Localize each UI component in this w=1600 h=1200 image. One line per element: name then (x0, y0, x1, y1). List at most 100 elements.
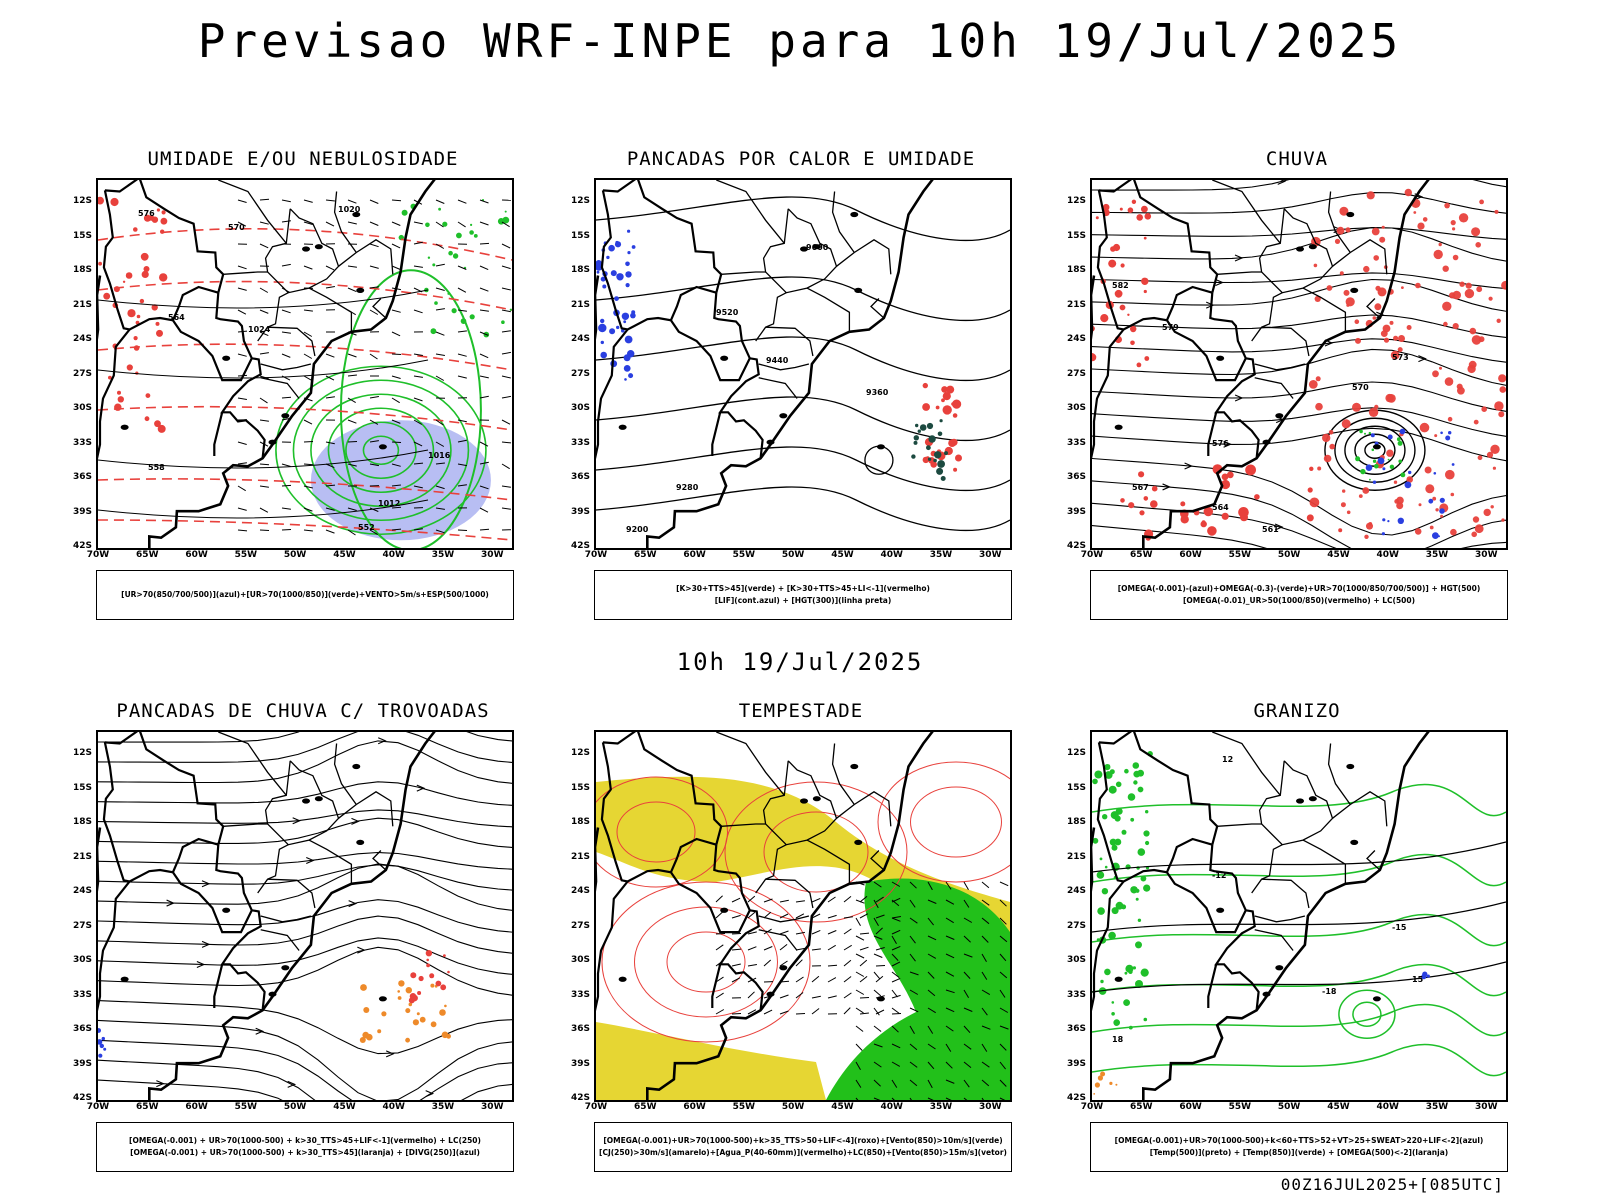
wind-vector (435, 243, 445, 249)
rain-cell-red (1432, 496, 1437, 501)
wind-vector (501, 330, 511, 333)
rain-cell-red (1092, 353, 1097, 362)
lat-tick-label: 21S (72, 299, 92, 310)
wind-vector (435, 353, 445, 356)
rain-cell-red (1474, 524, 1484, 534)
rain-cell-red (1341, 419, 1351, 429)
wind-vector (479, 441, 489, 447)
temp-contour-cell (1135, 980, 1143, 988)
state-border (308, 839, 353, 884)
rain-cell-red (1401, 286, 1404, 289)
rain-cell-green (1389, 464, 1395, 469)
rain-cell-red (1254, 494, 1260, 500)
wind-vector (827, 914, 837, 919)
lake (1350, 839, 1359, 845)
wind-vector (391, 199, 402, 202)
wind-vector (281, 309, 291, 314)
coastline (646, 732, 934, 1100)
pressure-contour (98, 289, 429, 309)
wind-vector (325, 353, 335, 358)
temp850-contour (1092, 913, 1506, 947)
lon-tick-label: 50W (1277, 550, 1301, 560)
state-border (267, 878, 316, 909)
rain-cell-red (1221, 512, 1229, 520)
map-panel-umidade: 1020 1024 1016 1012 576 570 564 558 552 (96, 178, 514, 550)
map-svg: 1020 1024 1016 1012 576 570 564 558 552 (98, 180, 512, 548)
wind-vector (909, 1061, 918, 1068)
wind-vector (281, 199, 291, 203)
wind-vector (391, 353, 402, 355)
wind-vector (347, 199, 357, 204)
lon-tick-label: 40W (382, 1102, 405, 1112)
thickness-contour (98, 405, 512, 431)
wind-vector (731, 897, 741, 903)
rain-cell-blue (1382, 467, 1386, 471)
wind-vector (303, 221, 313, 225)
temp-contour-cell (1111, 1012, 1115, 1016)
instability-cell-green (935, 455, 939, 459)
lake (800, 798, 809, 804)
wind-vector (347, 265, 357, 268)
wind-vector (873, 1043, 883, 1048)
rain-cell-red (1433, 249, 1443, 260)
lake (302, 798, 311, 804)
moisture-cell-green (401, 209, 408, 216)
rain-cell-red (1496, 318, 1501, 323)
wind-vector (747, 946, 757, 951)
state-border (836, 791, 892, 827)
lat-tick-label: 27S (1066, 368, 1086, 379)
map-svg (98, 732, 512, 1100)
wind-vector (763, 946, 773, 951)
wind-vector (927, 1079, 933, 1089)
streamline (98, 915, 512, 954)
rain-cell-red (1119, 207, 1123, 211)
rain-cell-red (1389, 320, 1394, 325)
flow-arrow (201, 940, 211, 948)
wind-vector (981, 1043, 988, 1052)
moisture-cell-red (117, 390, 121, 395)
lat-tick-label: 30S (1066, 955, 1086, 965)
temp-contour-cell (1143, 884, 1151, 892)
rain-cell-red (1334, 238, 1341, 244)
wind-vector (873, 989, 882, 997)
streamline (1092, 227, 1506, 240)
wind-vector (457, 484, 467, 487)
lake (1262, 991, 1271, 997)
rain-cell-red (1358, 494, 1363, 498)
map-svg: -12 -15 -18 12 15 18 (1092, 732, 1506, 1100)
rain-cell-blue (1377, 457, 1385, 465)
instability-cell-red (945, 394, 949, 398)
streamline (98, 1079, 283, 1100)
wind-vector (391, 221, 401, 226)
wind-vector (945, 917, 954, 924)
lat-tick-label: 33S (570, 989, 590, 1000)
rain-cell-blue (1428, 498, 1434, 504)
rain-cell-red (1309, 466, 1314, 471)
wind-vector (859, 1012, 869, 1015)
wind-vector (981, 1061, 990, 1068)
lake (1296, 246, 1305, 252)
wind-vector (927, 935, 937, 941)
lif-contour-blue (600, 340, 604, 345)
rain-cell-red (1417, 222, 1425, 230)
lake (1346, 763, 1355, 770)
wind-vector (779, 899, 789, 903)
rain-cell-red (1308, 380, 1318, 389)
temp-contour-cell (1132, 762, 1140, 769)
state-border (1217, 823, 1262, 827)
state-border (758, 377, 798, 399)
wind-vector (999, 1079, 1007, 1087)
wind-vector (731, 1013, 742, 1015)
temp-contour-cell (1124, 971, 1128, 975)
rain-cell-red (1136, 214, 1143, 221)
wind-vector (303, 375, 313, 381)
instability-cell-green (928, 435, 936, 443)
contour-label: 564 (1212, 503, 1229, 512)
contour-line (292, 379, 470, 522)
low-level-wind-area (826, 878, 1010, 1100)
state-border (758, 363, 810, 371)
instability-cell-green (913, 440, 918, 445)
wind-vector (927, 1097, 934, 1100)
wind-vector (811, 948, 821, 951)
rain-cell-red (1380, 330, 1388, 337)
